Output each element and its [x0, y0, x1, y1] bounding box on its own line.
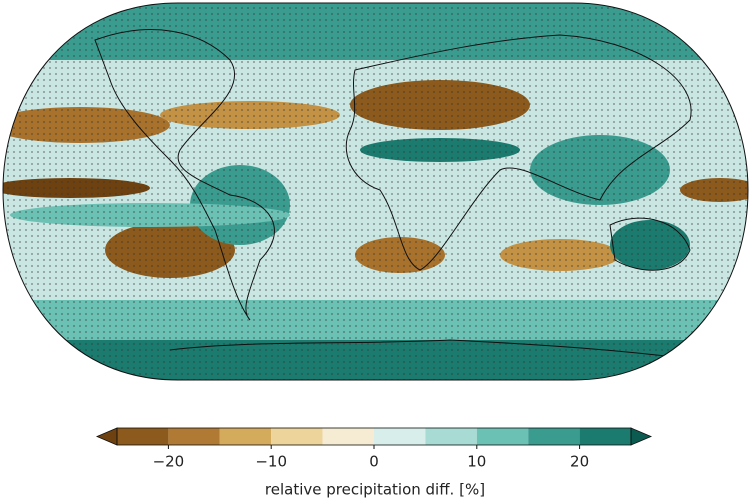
colorbar-tick-label: 10: [467, 453, 486, 471]
colorbar-segment: [322, 428, 374, 445]
colorbar-segment: [476, 428, 529, 445]
map: [3, 3, 748, 380]
colorbar-label: relative precipitation diff. [%]: [265, 481, 485, 499]
colorbar-segment: [425, 428, 477, 445]
map-outline: [2, 2, 749, 381]
colorbar: −20 −10 0 10 20: [95, 427, 653, 471]
colorbar-extend-high: [630, 427, 653, 446]
colorbar-tick-label: −20: [153, 453, 185, 471]
colorbar-extend-low: [95, 427, 118, 446]
colorbar-segment: [219, 428, 272, 445]
colorbar-segment: [271, 428, 323, 445]
colorbar-segment: [168, 428, 220, 445]
colorbar-tick-label: 0: [369, 453, 379, 471]
colorbar-segment: [528, 428, 580, 445]
colorbar-tick-label: 20: [570, 453, 589, 471]
colorbar-segment: [579, 428, 631, 445]
colorbar-segment: [117, 428, 169, 445]
colorbar-segment: [374, 428, 426, 445]
colorbar-tick-label: −10: [255, 453, 287, 471]
